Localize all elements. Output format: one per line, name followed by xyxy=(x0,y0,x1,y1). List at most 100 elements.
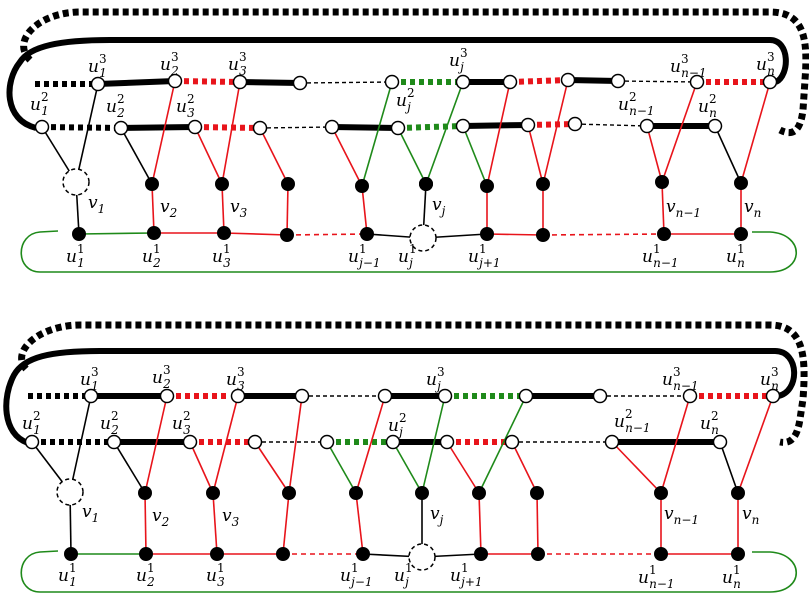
edge xyxy=(78,232,155,235)
edge xyxy=(212,492,218,555)
edge xyxy=(719,441,739,494)
label-u2-3: u3 2 xyxy=(152,363,171,391)
edge xyxy=(361,185,368,235)
label-ujp1-1: u1 j+1 xyxy=(450,561,483,589)
node-v xyxy=(536,177,550,191)
label-uj-2: u2 j xyxy=(396,86,415,114)
label-vn1: vn−1 xyxy=(664,504,699,527)
node-u3 xyxy=(292,75,308,91)
label-u2-2: u2 2 xyxy=(100,409,119,437)
edge xyxy=(486,233,544,236)
node-vj xyxy=(419,177,433,191)
edge xyxy=(542,233,665,236)
edge xyxy=(740,81,771,184)
node-u1 xyxy=(654,547,668,561)
node-u3 xyxy=(159,388,175,404)
node-u3 xyxy=(610,73,626,89)
edge xyxy=(574,123,648,127)
label-un1-1: u1 n−1 xyxy=(638,563,675,591)
label-u3-3: u3 3 xyxy=(228,50,247,78)
edge xyxy=(646,125,663,183)
edge xyxy=(462,122,529,129)
edge xyxy=(41,124,122,131)
edge xyxy=(282,492,290,555)
node-u2 xyxy=(34,119,50,135)
label-uj1-1: u1 j−1 xyxy=(340,561,373,589)
node-u2 xyxy=(187,119,203,135)
node-u3 xyxy=(230,388,246,404)
edge xyxy=(69,395,92,493)
label-u1-2: u2 1 xyxy=(22,409,41,437)
edge xyxy=(174,78,241,85)
node-u1 xyxy=(480,227,494,241)
label-u2-1: u1 2 xyxy=(136,561,155,589)
node-u1 xyxy=(734,227,748,241)
node-v xyxy=(472,486,486,500)
edge xyxy=(221,183,225,234)
thick-inner-loop xyxy=(6,37,789,131)
edge xyxy=(527,124,544,185)
label-u3-1: u1 3 xyxy=(212,242,231,270)
node-v1-dashed xyxy=(56,478,84,506)
label-un-3: u3 n xyxy=(760,365,779,393)
green-bottom-loop xyxy=(20,230,797,273)
node-un-3 xyxy=(762,74,778,90)
edge xyxy=(113,441,146,494)
thick-inner-loop xyxy=(3,348,798,446)
label-un-1: u1 n xyxy=(722,563,741,591)
label-u3-1: u1 3 xyxy=(206,561,225,589)
outer-dashed-loop xyxy=(18,321,808,446)
edge xyxy=(151,80,176,185)
edge xyxy=(617,80,698,83)
node-u1 xyxy=(276,547,290,561)
node-u1 xyxy=(731,547,745,561)
node-v xyxy=(655,175,669,189)
edge xyxy=(286,233,368,236)
node-u2 xyxy=(504,434,520,450)
label-u1-1: u1 1 xyxy=(58,561,77,589)
edge xyxy=(239,79,301,86)
edge xyxy=(355,492,364,555)
node-u3 xyxy=(83,388,99,404)
green-bottom-loop xyxy=(20,550,797,593)
node-v xyxy=(734,176,748,190)
node-u1 xyxy=(139,547,153,561)
edge xyxy=(478,395,527,494)
node-un1-3 xyxy=(689,74,705,90)
node-v xyxy=(215,177,229,191)
edge xyxy=(611,441,662,494)
node-v xyxy=(731,486,745,500)
label-uj-1: u1 j xyxy=(398,242,417,270)
label-v2: v2 xyxy=(152,506,169,529)
node-u1-3 xyxy=(90,76,106,92)
edge xyxy=(144,395,168,494)
node-u1 xyxy=(72,227,86,241)
label-vj: vj xyxy=(432,195,446,218)
node-u1 xyxy=(360,227,374,241)
node-u3 xyxy=(294,388,310,404)
edge xyxy=(462,125,488,187)
edge xyxy=(478,492,482,555)
node-uj1-dashed xyxy=(409,224,437,252)
node-v xyxy=(530,486,544,500)
label-un1-2: u2 n−1 xyxy=(618,90,655,118)
label-uj-2: u2 j xyxy=(388,411,407,439)
node-v xyxy=(281,177,295,191)
label-u3-3: u3 3 xyxy=(226,365,245,393)
label-un1-1: u1 n−1 xyxy=(642,242,679,270)
node-v xyxy=(480,179,494,193)
label-v1: v1 xyxy=(82,502,99,525)
label-un-3: u3 n xyxy=(756,50,775,78)
node-u2 xyxy=(324,119,340,135)
label-v2: v2 xyxy=(160,197,177,220)
label-un-1: u1 n xyxy=(726,242,745,270)
node-v xyxy=(206,486,220,500)
edge xyxy=(661,81,698,183)
node-u2 xyxy=(113,120,129,136)
edge xyxy=(511,441,538,494)
label-uj-3: u3 j xyxy=(449,46,468,74)
node-u3 xyxy=(518,388,534,404)
node-uj1-dashed xyxy=(408,543,436,571)
label-un1-3: u3 n−1 xyxy=(670,52,707,80)
label-v1: v1 xyxy=(88,193,105,216)
